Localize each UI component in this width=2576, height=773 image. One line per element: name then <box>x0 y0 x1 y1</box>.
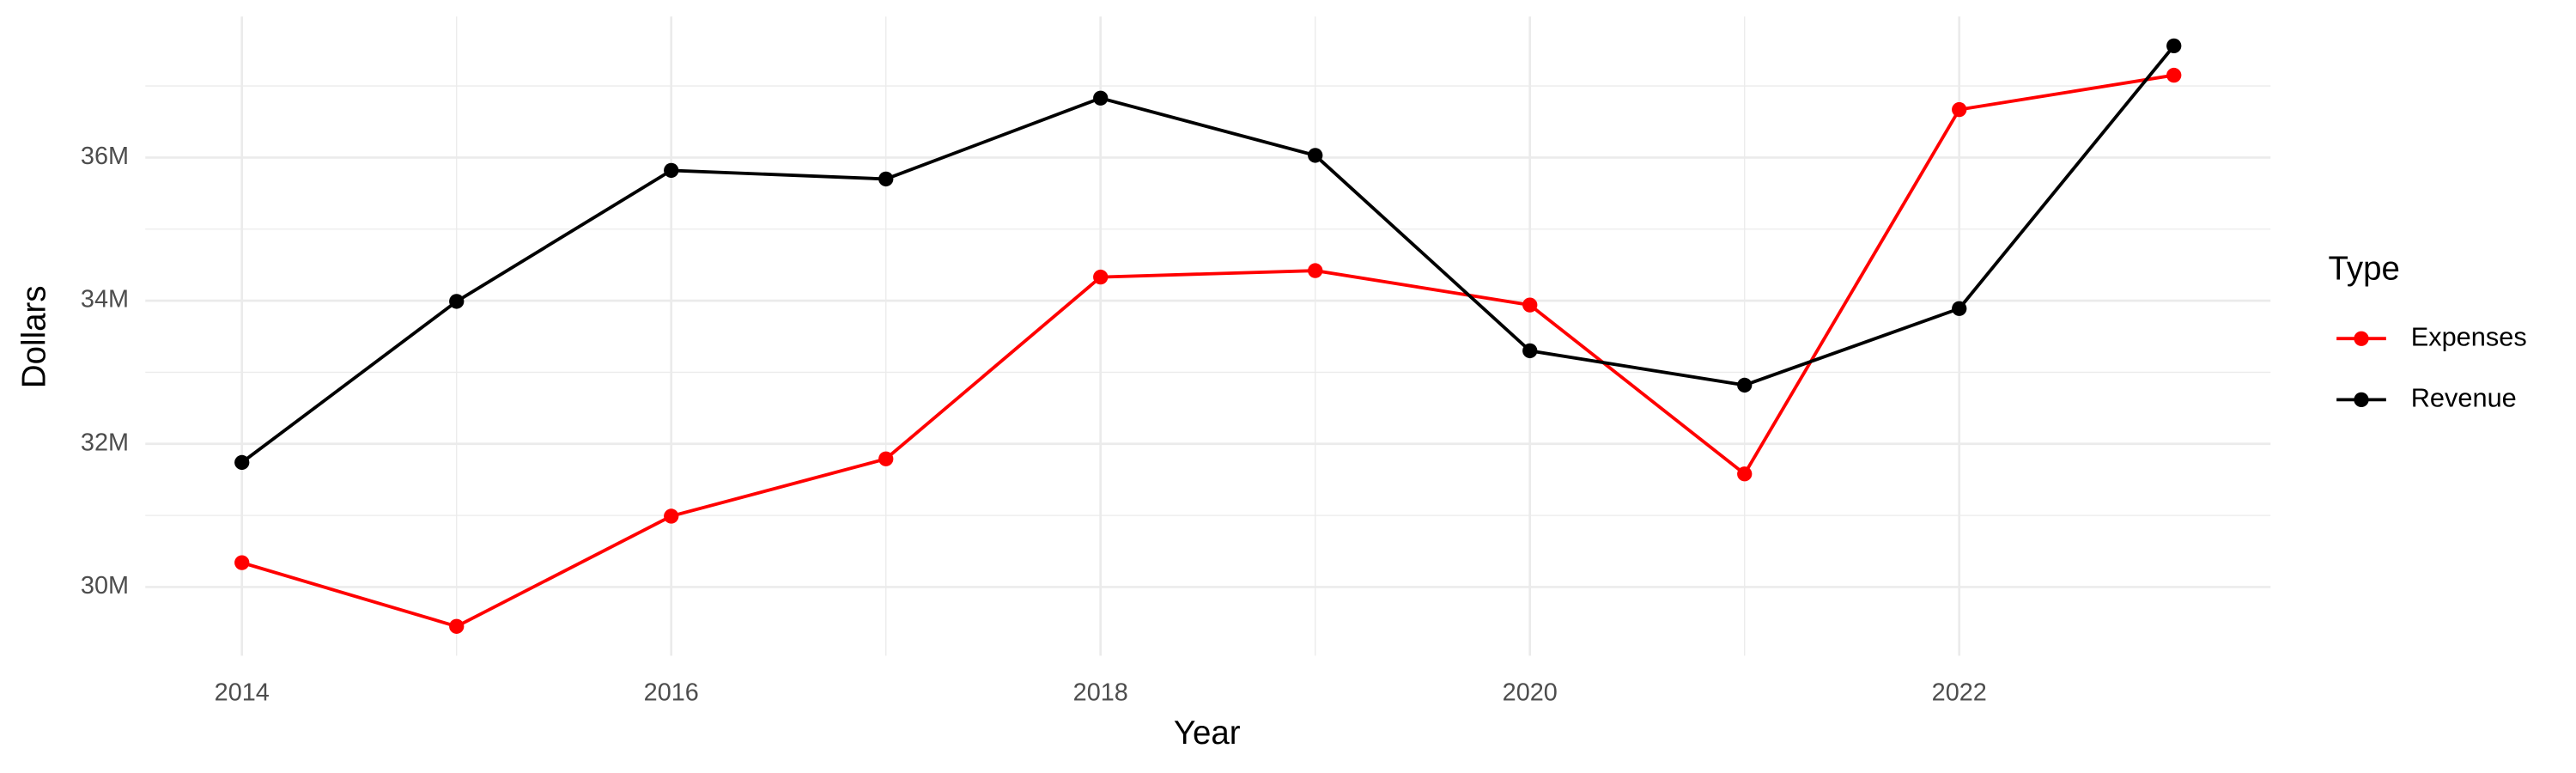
data-point <box>449 618 465 634</box>
x-axis-title: Year <box>1174 715 1241 752</box>
data-point <box>2166 67 2182 83</box>
x-tick-label: 2022 <box>1932 679 1987 706</box>
x-tick-label: 2018 <box>1073 679 1128 706</box>
legend-title: Type <box>2329 251 2400 288</box>
legend-label: Expenses <box>2411 321 2527 351</box>
data-point <box>234 555 250 570</box>
legend-key-point <box>2354 392 2369 408</box>
data-point <box>1308 148 1323 163</box>
legend-label: Revenue <box>2411 383 2517 413</box>
x-tick-label: 2014 <box>215 679 270 706</box>
data-point <box>1952 301 1967 316</box>
plot-area <box>234 38 2182 634</box>
data-point <box>878 451 894 466</box>
y-tick-label: 30M <box>81 572 129 600</box>
series-line <box>241 73 2175 629</box>
data-point <box>1093 90 1109 106</box>
data-point <box>2166 38 2182 54</box>
data-point <box>878 171 894 187</box>
data-point <box>1522 343 1538 359</box>
grid <box>145 16 2271 656</box>
data-point <box>1522 297 1538 313</box>
data-point <box>1737 377 1753 393</box>
series-line <box>240 45 2176 464</box>
data-point <box>1952 101 1967 118</box>
data-point <box>1737 466 1753 482</box>
y-tick-label: 34M <box>81 286 129 313</box>
data-point <box>664 162 679 179</box>
data-point <box>1093 269 1109 285</box>
y-axis-title: Dollars <box>15 285 52 388</box>
data-point <box>664 508 679 524</box>
y-tick-label: 36M <box>81 143 129 170</box>
x-tick-label: 2020 <box>1503 679 1558 706</box>
y-tick-label: 32M <box>81 429 129 456</box>
legend-key-point <box>2354 331 2369 346</box>
data-point <box>449 294 465 309</box>
x-tick-label: 2016 <box>644 679 699 706</box>
data-point <box>234 454 250 471</box>
data-point <box>1308 263 1323 278</box>
